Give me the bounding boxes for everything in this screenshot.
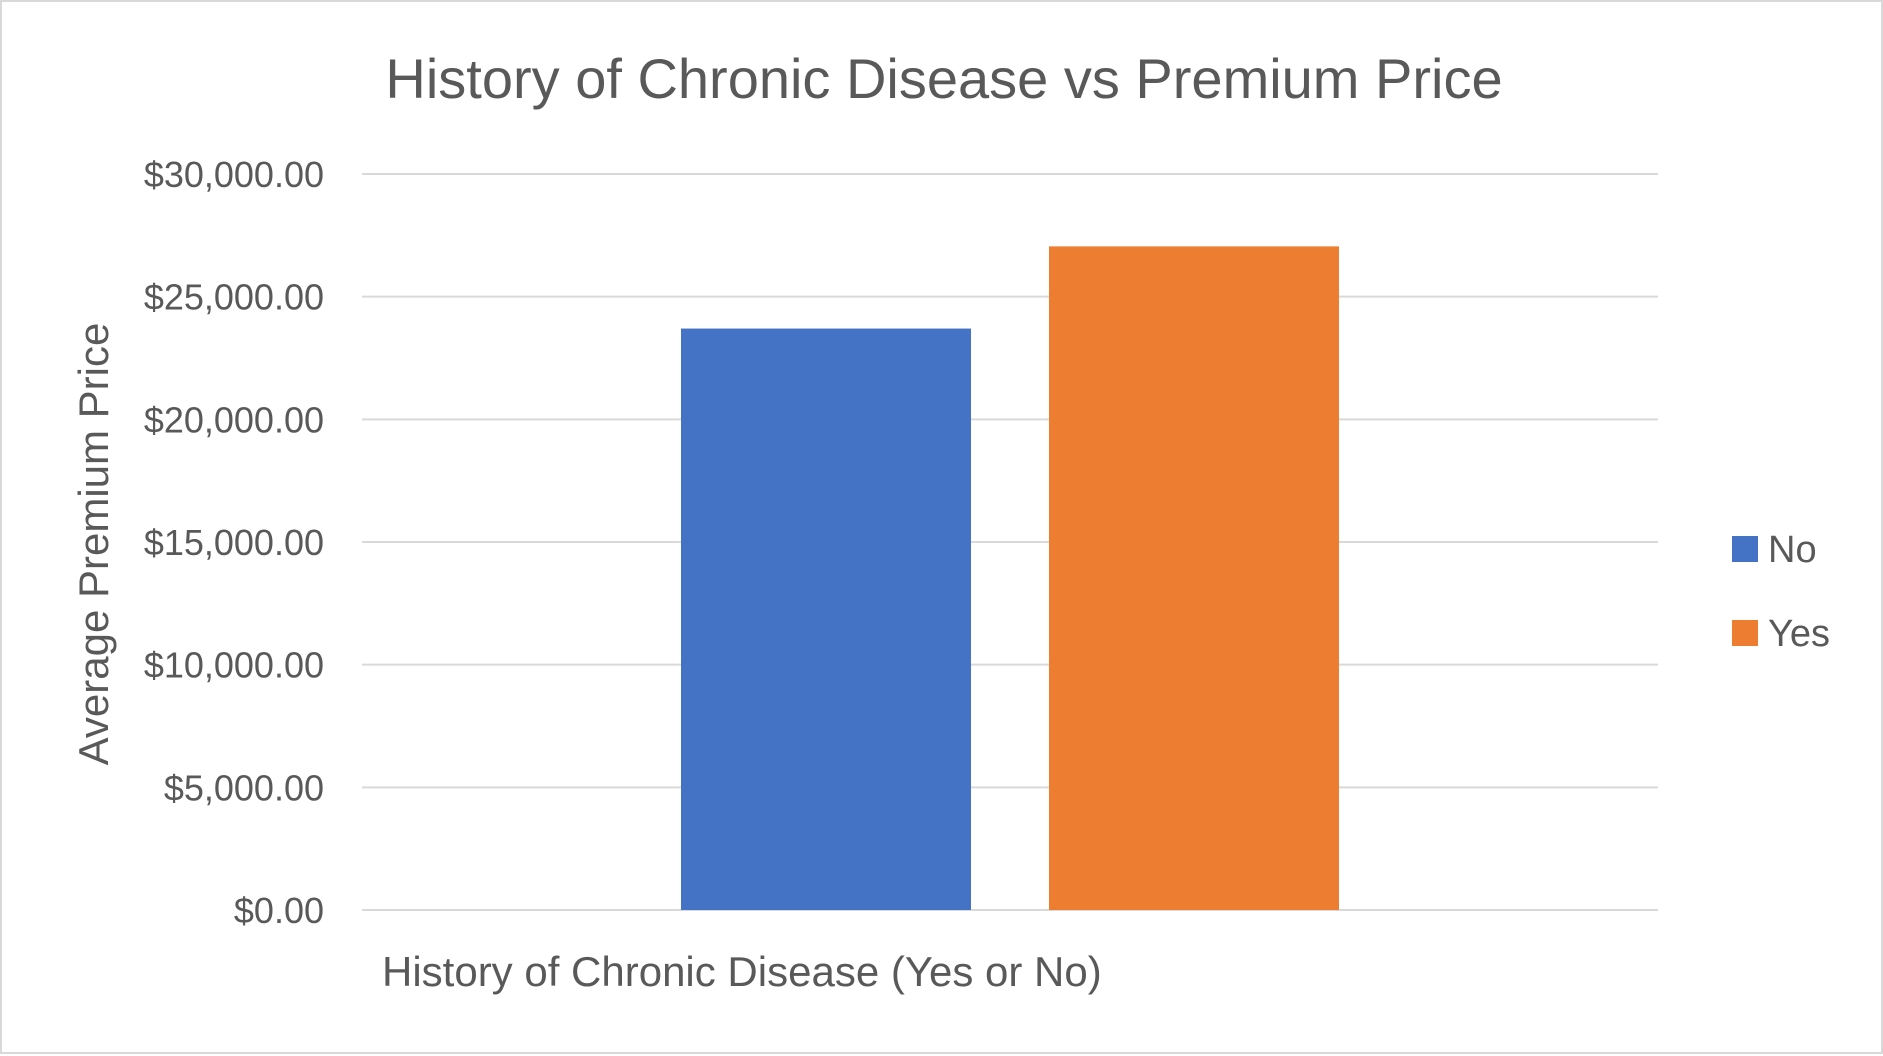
y-tick-label: $5,000.00: [164, 767, 324, 808]
y-axis-tick-labels: $0.00 $5,000.00 $10,000.00 $15,000.00 $20,00…: [144, 154, 324, 931]
x-axis-label: History of Chronic Disease (Yes or No): [382, 948, 1102, 995]
legend-label: Yes: [1768, 613, 1830, 655]
bars: [681, 246, 1339, 910]
legend-label: No: [1768, 529, 1817, 571]
y-axis-label: Average Premium Price: [70, 323, 117, 766]
bar-yes: [1049, 246, 1339, 910]
gridlines: [362, 173, 1658, 911]
y-tick-label: $20,000.00: [144, 399, 324, 440]
chart-title: History of Chronic Disease vs Premium Pr…: [385, 47, 1502, 110]
y-tick-label: $10,000.00: [144, 645, 324, 686]
y-tick-label: $25,000.00: [144, 277, 324, 318]
legend-item-no: No: [1732, 529, 1817, 571]
legend-swatch: [1732, 620, 1758, 646]
y-tick-label: $0.00: [234, 890, 324, 931]
legend-item-yes: Yes: [1732, 613, 1830, 655]
legend: No Yes: [1732, 529, 1830, 655]
legend-swatch: [1732, 536, 1758, 562]
bar-no: [681, 328, 971, 910]
y-tick-label: $30,000.00: [144, 154, 324, 195]
y-tick-label: $15,000.00: [144, 522, 324, 563]
